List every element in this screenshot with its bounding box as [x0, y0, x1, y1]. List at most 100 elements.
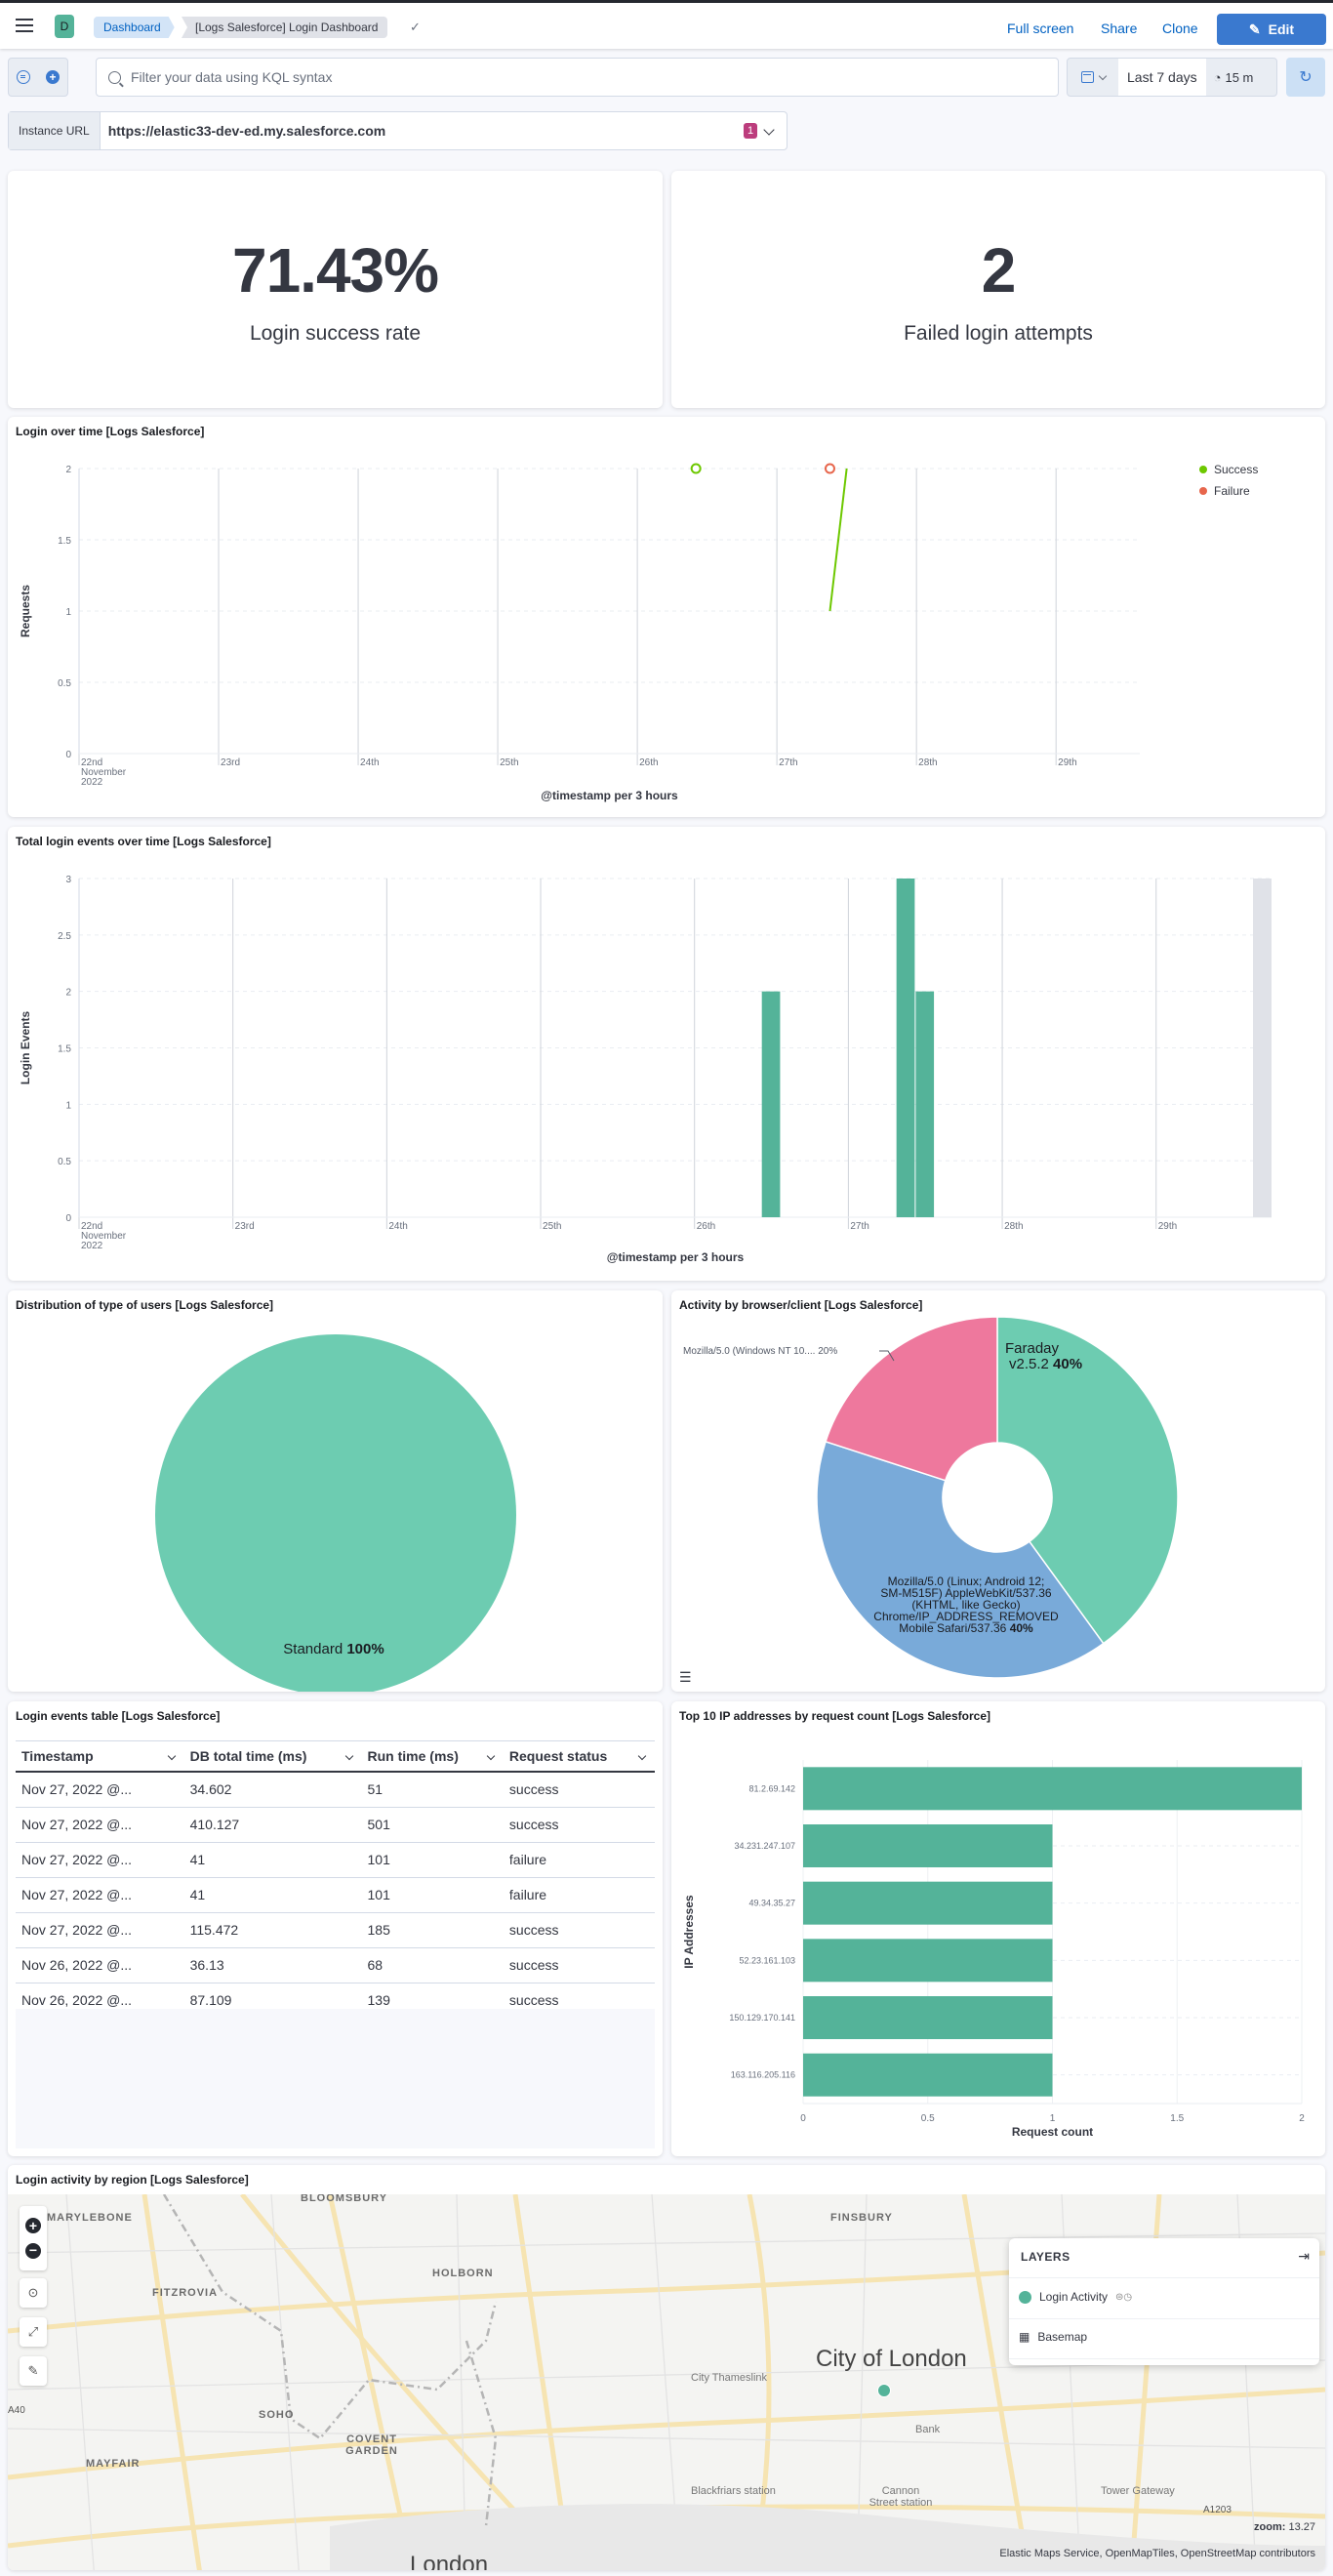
breadcrumb-dashboard[interactable]: Dashboard [94, 17, 175, 38]
tools-button[interactable]: ✎ [20, 2356, 47, 2386]
bar [803, 1996, 1053, 2039]
panel-title: Total login events over time [Logs Sales… [16, 835, 271, 848]
x-tick-label: 22nd [81, 1221, 102, 1232]
table-empty-area [16, 2009, 655, 2148]
table-cell: success [503, 1947, 655, 1983]
zoom-out-button[interactable]: − [25, 2243, 41, 2259]
map-canvas[interactable]: BLOOMSBURY MARYLEBONE FITZROVIA HOLBORN … [8, 2194, 1325, 2570]
table-cell: success [503, 1807, 655, 1843]
table-cell: 36.13 [183, 1947, 362, 1983]
column-header[interactable]: DB total time (ms) [183, 1740, 362, 1773]
space-avatar[interactable]: D [55, 15, 74, 38]
full-screen-link[interactable]: Full screen [1007, 20, 1074, 36]
expand-icon: ⤢ [27, 2324, 39, 2339]
y-tick-label: 0.5 [58, 678, 71, 689]
refresh-interval-button[interactable]: ◔ 15 m [1206, 70, 1262, 85]
chevron-down-icon[interactable] [167, 1751, 176, 1761]
x-tick-label: 0 [800, 2113, 806, 2124]
fullscreen-map-button[interactable]: ⤢ [20, 2317, 47, 2347]
x-axis-title: @timestamp per 3 hours [541, 789, 678, 802]
top-nav-bar: D Dashboard [Logs Salesforce] Login Dash… [0, 0, 1333, 49]
menu-icon[interactable] [16, 19, 33, 32]
refresh-button[interactable]: ↻ [1286, 58, 1325, 97]
table-cell: Nov 27, 2022 @... [16, 1772, 184, 1808]
donut-slice-faraday [996, 1316, 1179, 1645]
table-row: Nov 27, 2022 @... 41 101 failure [16, 1877, 655, 1913]
x-tick-label: November [81, 1231, 127, 1242]
bar [803, 1824, 1053, 1867]
instance-url-control[interactable]: Instance URL https://elastic33-dev-ed.my… [8, 111, 788, 150]
clone-link[interactable]: Clone [1162, 20, 1198, 36]
map-label: London [410, 2552, 489, 2570]
collapse-layers-icon[interactable]: ⇥ [1298, 2248, 1310, 2264]
chevron-down-icon[interactable] [486, 1751, 496, 1761]
table-cell: 101 [361, 1877, 504, 1913]
table-cell: 501 [361, 1807, 504, 1843]
edit-label: Edit [1268, 21, 1295, 37]
table-cell: Nov 27, 2022 @... [16, 1807, 184, 1843]
slice-label: v2.5.2 40% [1009, 1356, 1082, 1372]
table-cell: 185 [361, 1912, 504, 1948]
x-tick-label: November [81, 767, 127, 778]
panel-title: Login over time [Logs Salesforce] [16, 425, 205, 438]
refresh-interval-icon: ◔ [1213, 69, 1222, 85]
layer-name: Login Activity [1039, 2290, 1109, 2304]
y-tick-label: 1.5 [58, 536, 71, 547]
column-header[interactable]: Run time (ms) [361, 1740, 504, 1773]
map-label: A1203 [1203, 2505, 1232, 2515]
y-tick-label: 3 [65, 875, 71, 885]
layer-name: Basemap [1037, 2330, 1088, 2344]
panel-title: Distribution of type of users [Logs Sale… [16, 1298, 274, 1312]
table-cell: Nov 27, 2022 @... [16, 1842, 184, 1878]
panel-title: Login events table [Logs Salesforce] [16, 1709, 221, 1723]
y-axis-title: Login Events [19, 1011, 32, 1085]
share-link[interactable]: Share [1101, 20, 1138, 36]
zoom-in-button[interactable]: + [25, 2218, 41, 2233]
y-tick-label: 1 [65, 1100, 71, 1111]
zoom-value: 13.27 [1288, 2521, 1315, 2533]
column-header[interactable]: Timestamp [16, 1740, 184, 1773]
x-tick-label: 2 [1299, 2113, 1305, 2124]
panel-login-over-time: Login over time [Logs Salesforce] 0 0.5 1 1… [8, 417, 1325, 817]
selected-count-badge: 1 [744, 123, 757, 139]
kql-search-input[interactable] [131, 69, 1009, 85]
login-location-marker[interactable] [877, 2384, 891, 2397]
x-tick-label: 2022 [81, 777, 103, 788]
locate-button[interactable]: ⊙ [20, 2278, 47, 2308]
metric-label: Failed login attempts [904, 321, 1093, 345]
layer-login-activity[interactable]: Login Activity ⊜◷ [1019, 2290, 1132, 2304]
x-tick-label: 0.5 [921, 2113, 935, 2124]
crosshair-icon: ⊙ [27, 2285, 39, 2300]
instance-url-label: Instance URL [9, 112, 101, 149]
chevron-down-icon[interactable] [344, 1751, 353, 1761]
filter-buttons: + [8, 58, 68, 97]
filter-menu-button[interactable] [9, 59, 38, 96]
map-attribution[interactable]: Elastic Maps Service, OpenMapTiles, Open… [999, 2548, 1315, 2559]
chevron-down-icon[interactable] [637, 1751, 647, 1761]
user-types-pie: Standard 100% [155, 1334, 516, 1692]
column-header[interactable]: Request status [503, 1740, 655, 1773]
chevron-down-icon[interactable] [763, 123, 775, 136]
quick-select-button[interactable] [1068, 59, 1118, 96]
layer-basemap[interactable]: ▦ Basemap [1019, 2330, 1087, 2344]
edit-button[interactable]: ✎ Edit [1217, 14, 1326, 45]
add-filter-button[interactable]: + [38, 59, 67, 96]
time-range-button[interactable]: Last 7 days [1118, 59, 1206, 96]
map-label: HOLBORN [432, 2268, 494, 2279]
panel-title: Login activity by region [Logs Salesforc… [16, 2173, 249, 2187]
table-row: Nov 26, 2022 @... 36.13 68 success [16, 1947, 655, 1983]
legend-failure-dot [1199, 487, 1207, 495]
x-tick-label: 29th [1058, 757, 1076, 768]
legend-toggle-icon[interactable]: ☰ [679, 1669, 692, 1685]
instance-url-value: https://elastic33-dev-ed.my.salesforce.c… [107, 123, 386, 139]
table-cell: 101 [361, 1842, 504, 1878]
x-tick-label: 2022 [81, 1241, 103, 1251]
x-tick-label: 24th [360, 757, 379, 768]
slice-label: Mozilla/5.0 (Linux; Android 12; [888, 1574, 1045, 1588]
y-tick-label: 2 [65, 988, 71, 999]
y-tick-label: 2.5 [58, 931, 71, 942]
bar [896, 879, 915, 1217]
map-label: SOHO [259, 2409, 295, 2421]
map-label: MAYFAIR [86, 2458, 141, 2470]
